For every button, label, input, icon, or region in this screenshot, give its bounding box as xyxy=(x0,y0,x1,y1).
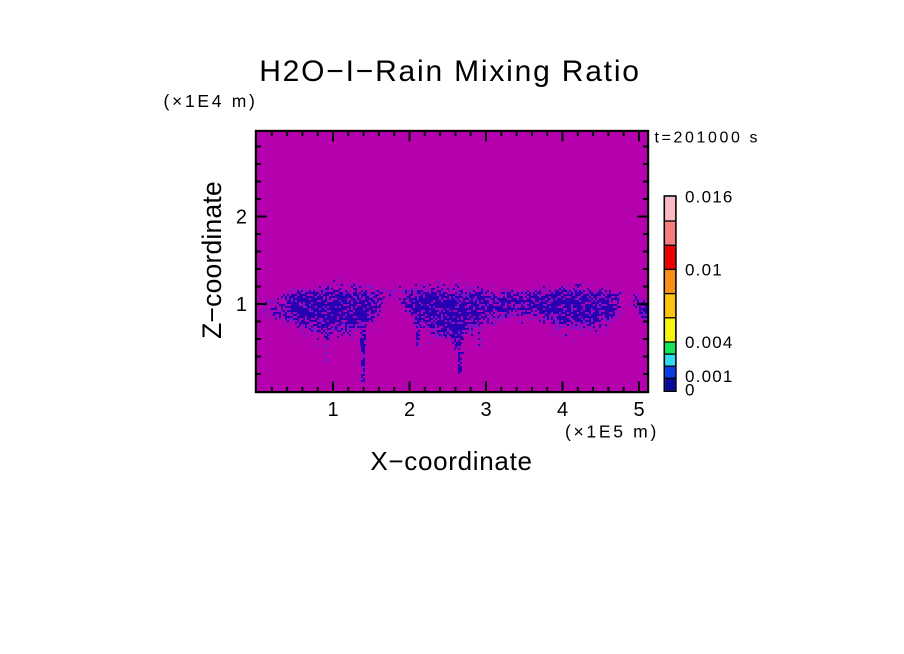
svg-text:3: 3 xyxy=(480,399,491,421)
svg-text:5: 5 xyxy=(633,399,644,421)
svg-text:2: 2 xyxy=(236,207,247,229)
svg-text:(×1E5 m): (×1E5 m) xyxy=(565,422,659,442)
svg-text:1: 1 xyxy=(236,294,247,316)
svg-text:0.001: 0.001 xyxy=(685,367,734,386)
svg-text:2: 2 xyxy=(404,399,415,421)
svg-text:0: 0 xyxy=(685,381,696,400)
svg-text:0.004: 0.004 xyxy=(685,333,734,352)
svg-text:X−coordinate: X−coordinate xyxy=(370,446,532,476)
svg-text:4: 4 xyxy=(557,399,568,421)
svg-text:H2O−I−Rain Mixing Ratio: H2O−I−Rain Mixing Ratio xyxy=(259,55,641,88)
svg-text:Z−coordinate: Z−coordinate xyxy=(197,181,227,339)
svg-text:t=201000 s: t=201000 s xyxy=(655,130,761,147)
svg-text:0.01: 0.01 xyxy=(685,260,723,279)
svg-text:(×1E4 m): (×1E4 m) xyxy=(164,91,258,111)
svg-text:1: 1 xyxy=(327,399,338,421)
svg-text:0.016: 0.016 xyxy=(685,188,734,207)
